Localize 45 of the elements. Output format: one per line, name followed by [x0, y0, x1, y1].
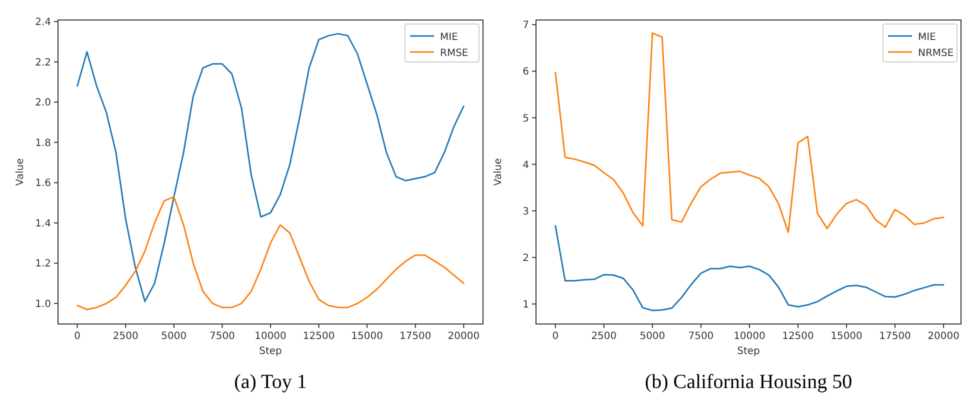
- x-tick-label: 20000: [448, 331, 480, 342]
- x-tick-label: 10000: [254, 331, 286, 342]
- x-tick-label: 5000: [640, 331, 666, 342]
- x-tick-label: 20000: [928, 331, 960, 342]
- y-tick-label: 1: [522, 299, 529, 310]
- x-tick-label: 12500: [782, 331, 814, 342]
- x-tick-label: 17500: [879, 331, 911, 342]
- legend-label: NRMSE: [918, 48, 954, 59]
- x-tick-label: 5000: [161, 331, 187, 342]
- y-tick-label: 1.2: [35, 258, 51, 270]
- y-axis-title: Value: [15, 158, 26, 186]
- y-tick-label: 1.4: [35, 218, 51, 230]
- y-tick-label: 1.8: [35, 138, 51, 149]
- x-tick-label: 0: [74, 331, 81, 342]
- y-tick-label: 6: [522, 66, 529, 78]
- y-tick-label: 1.6: [35, 178, 51, 190]
- x-tick-label: 7500: [209, 331, 235, 342]
- legend-label: MIE: [918, 32, 936, 43]
- y-axis-title: Value: [493, 158, 504, 186]
- y-tick-label: 2.4: [35, 17, 51, 28]
- x-tick-label: 15000: [351, 331, 383, 342]
- x-axis-title: Step: [737, 346, 760, 357]
- y-tick-label: 7: [522, 20, 529, 32]
- y-tick-label: 2.2: [35, 57, 51, 68]
- y-tick-label: 1.0: [35, 298, 51, 310]
- text: (a) Toy 1: [234, 371, 307, 393]
- x-tick-label: 10000: [734, 331, 766, 342]
- x-tick-label: 0: [552, 331, 559, 342]
- text: (b) California Housing 50: [644, 371, 852, 393]
- x-tick-label: 17500: [399, 331, 432, 342]
- y-tick-label: 4: [522, 160, 529, 171]
- y-tick-label: 2.0: [35, 98, 51, 109]
- legend-label: RMSE: [440, 48, 468, 59]
- line-series: [554, 225, 944, 312]
- y-tick-label: 2: [522, 252, 529, 264]
- y-tick-label: 5: [522, 113, 529, 124]
- x-tick-label: 2500: [112, 331, 138, 342]
- line-series: [76, 196, 464, 310]
- x-tick-label: 2500: [591, 331, 617, 342]
- x-axis-title: Step: [259, 346, 282, 357]
- legend-label: MIE: [440, 32, 458, 43]
- y-tick-label: 3: [522, 206, 529, 218]
- x-tick-label: 7500: [688, 331, 714, 342]
- x-tick-label: 15000: [830, 331, 862, 342]
- x-tick-label: 12500: [302, 331, 335, 342]
